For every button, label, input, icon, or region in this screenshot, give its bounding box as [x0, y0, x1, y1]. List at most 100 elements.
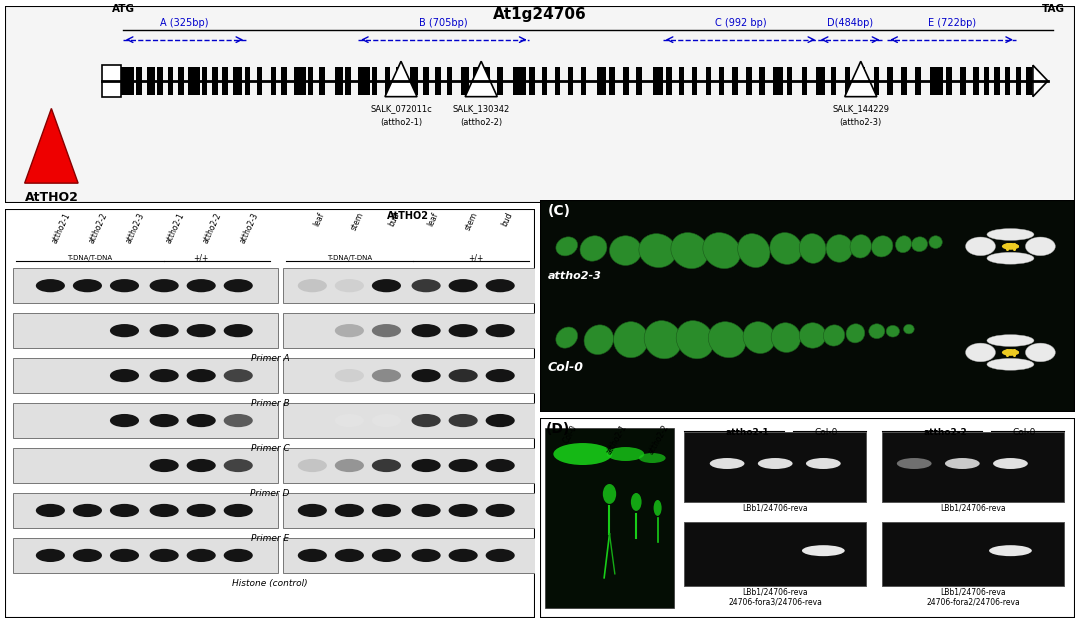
Bar — [121, 67, 134, 95]
Text: leaf: leaf — [312, 211, 326, 228]
Ellipse shape — [676, 321, 714, 359]
Ellipse shape — [448, 504, 477, 517]
Ellipse shape — [411, 549, 441, 562]
Text: attho2-3: attho2-3 — [124, 211, 147, 245]
Bar — [705, 67, 711, 95]
Ellipse shape — [298, 459, 327, 472]
Ellipse shape — [298, 549, 327, 562]
Text: leaf: leaf — [427, 211, 441, 228]
Ellipse shape — [335, 324, 364, 337]
Bar — [13, 268, 278, 303]
Ellipse shape — [486, 369, 515, 382]
Ellipse shape — [738, 233, 770, 268]
Bar — [395, 67, 401, 95]
Ellipse shape — [224, 549, 253, 562]
Bar — [555, 67, 561, 95]
Bar — [679, 67, 685, 95]
Bar — [13, 403, 278, 438]
Ellipse shape — [631, 493, 642, 511]
Ellipse shape — [486, 549, 515, 562]
Ellipse shape — [150, 414, 178, 427]
Ellipse shape — [994, 458, 1028, 469]
Ellipse shape — [187, 504, 216, 517]
Text: TAG: TAG — [1042, 4, 1065, 14]
Text: Col-0: Col-0 — [548, 361, 584, 374]
Text: D(484bp): D(484bp) — [827, 18, 873, 28]
Bar — [497, 67, 502, 95]
Text: AtTHO2: AtTHO2 — [25, 191, 79, 204]
Bar — [995, 67, 1000, 95]
Ellipse shape — [448, 279, 477, 292]
Text: +/+: +/+ — [469, 253, 484, 263]
Text: Primer E: Primer E — [251, 534, 289, 543]
Polygon shape — [1032, 66, 1048, 97]
Ellipse shape — [224, 324, 253, 337]
Ellipse shape — [187, 549, 216, 562]
Bar — [759, 67, 765, 95]
Bar — [581, 67, 586, 95]
Ellipse shape — [987, 334, 1034, 346]
Circle shape — [553, 443, 612, 465]
Bar — [513, 67, 526, 95]
Bar — [147, 67, 156, 95]
Ellipse shape — [987, 252, 1034, 264]
Bar — [685, 522, 866, 586]
Bar — [802, 67, 807, 95]
Text: SALK_072011c: SALK_072011c — [370, 104, 432, 114]
Ellipse shape — [72, 504, 102, 517]
Text: SALK_130342: SALK_130342 — [453, 104, 510, 114]
Ellipse shape — [224, 369, 253, 382]
Text: bud: bud — [500, 211, 514, 228]
Bar — [281, 67, 286, 95]
Polygon shape — [845, 61, 877, 97]
Text: (attho2-1): (attho2-1) — [380, 119, 422, 127]
Ellipse shape — [671, 233, 708, 268]
Ellipse shape — [372, 459, 401, 472]
Text: attho2-2: attho2-2 — [87, 211, 109, 245]
Ellipse shape — [584, 325, 613, 354]
Ellipse shape — [187, 279, 216, 292]
Ellipse shape — [966, 343, 996, 362]
Ellipse shape — [150, 549, 178, 562]
Ellipse shape — [298, 504, 327, 517]
Bar — [1016, 67, 1021, 95]
Text: T-DNA/T-DNA: T-DNA/T-DNA — [68, 255, 112, 261]
Ellipse shape — [298, 279, 327, 292]
Bar — [529, 67, 535, 95]
Text: LBb1/24706-reva: LBb1/24706-reva — [742, 588, 808, 597]
Bar — [167, 67, 173, 95]
Ellipse shape — [703, 233, 741, 268]
Ellipse shape — [758, 458, 793, 469]
Bar — [902, 67, 907, 95]
Polygon shape — [465, 61, 497, 97]
Ellipse shape — [823, 325, 845, 346]
Bar — [473, 67, 478, 95]
Bar — [860, 67, 865, 95]
Text: Primer C: Primer C — [251, 444, 289, 453]
Ellipse shape — [335, 459, 364, 472]
Text: ATG: ATG — [111, 4, 135, 14]
Ellipse shape — [887, 325, 900, 337]
Circle shape — [607, 447, 645, 461]
Ellipse shape — [36, 549, 65, 562]
Bar — [692, 67, 698, 95]
Bar — [283, 403, 537, 438]
Text: LBb1/24706-reva: LBb1/24706-reva — [742, 504, 808, 513]
Ellipse shape — [372, 549, 401, 562]
Bar — [915, 67, 920, 95]
Ellipse shape — [150, 279, 178, 292]
Text: bud: bud — [387, 211, 401, 228]
Bar — [732, 67, 738, 95]
Circle shape — [639, 453, 665, 463]
Ellipse shape — [868, 324, 885, 339]
Ellipse shape — [187, 369, 216, 382]
Ellipse shape — [989, 545, 1031, 556]
Ellipse shape — [411, 504, 441, 517]
Bar — [423, 67, 429, 95]
Bar — [787, 67, 793, 95]
Text: C (992 bp): C (992 bp) — [715, 18, 767, 28]
Ellipse shape — [411, 279, 441, 292]
Bar — [136, 67, 143, 95]
Ellipse shape — [603, 484, 617, 504]
Bar — [718, 67, 724, 95]
